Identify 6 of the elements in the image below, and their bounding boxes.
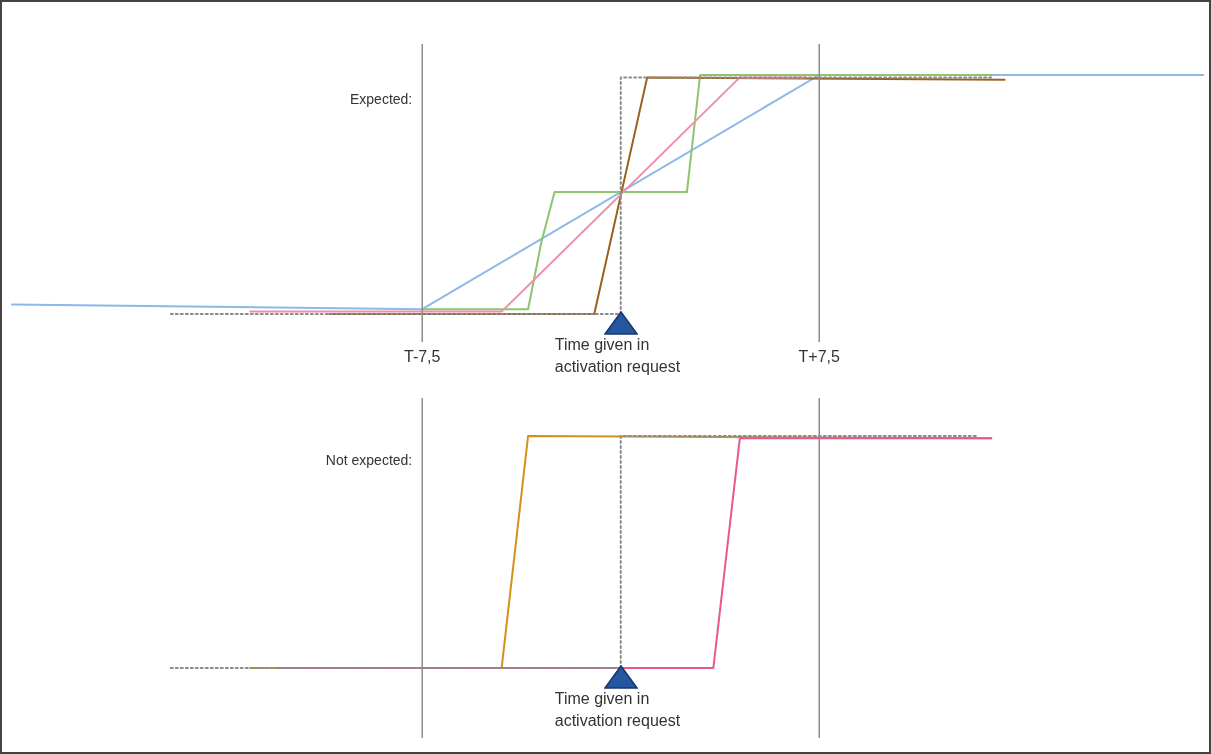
x-tick-label: T+7,5: [798, 348, 841, 366]
x-tick-label: T-7,5: [404, 348, 441, 366]
annotation: Expected:: [349, 90, 413, 107]
text: Time given in activation request: [554, 690, 681, 730]
annotation: Not expected:: [325, 451, 413, 468]
text: Time given in activation request: [554, 336, 681, 376]
